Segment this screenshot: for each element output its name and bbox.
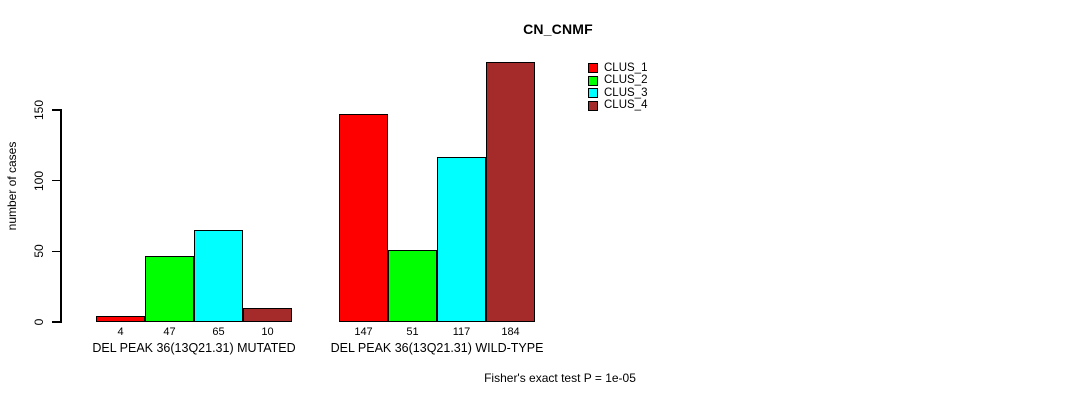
legend-color-swatch [588, 100, 598, 111]
bar-value-label: 147 [354, 326, 373, 338]
bar-clus_1-group2 [339, 114, 388, 322]
legend-item-label: CLUS_2 [604, 74, 648, 87]
bar-value-label: 47 [163, 326, 176, 338]
bar-clus_3-group1 [194, 230, 243, 322]
y-axis-tick [52, 179, 60, 182]
fisher-test-annotation: Fisher's exact test P = 1e-05 [484, 371, 636, 385]
bar-value-label: 65 [212, 326, 225, 338]
bar-clus_4-group2 [486, 62, 535, 322]
bar-value-label: 4 [117, 326, 124, 338]
y-axis-line [60, 109, 62, 323]
y-axis-tick-label: 0 [32, 318, 46, 326]
group-label-1: DEL PEAK 36(13Q21.31) MUTATED [92, 341, 296, 355]
bar-clus_2-group2 [388, 250, 437, 322]
y-axis-tick [52, 109, 60, 111]
legend-item-label: CLUS_1 [604, 61, 648, 74]
bar-clus_4-group1 [243, 308, 292, 322]
bar-clus_1-group1 [96, 316, 145, 322]
bar-value-label: 117 [452, 326, 471, 338]
y-axis-label: number of cases [5, 141, 19, 231]
legend-item-clus_2: CLUS_2 [588, 75, 647, 88]
legend-color-swatch [588, 63, 598, 74]
legend-item-clus_4: CLUS_4 [588, 100, 647, 113]
legend-item-clus_1: CLUS_1 [588, 62, 647, 75]
legend: CLUS_1 CLUS_2 CLUS_3 CLUS_4 [588, 62, 647, 112]
group-label-2: DEL PEAK 36(13Q21.31) WILD-TYPE [330, 341, 544, 355]
legend-item-clus_3: CLUS_3 [588, 87, 647, 100]
y-axis-tick [52, 250, 60, 253]
legend-item-label: CLUS_4 [604, 99, 648, 112]
legend-color-swatch [588, 88, 598, 99]
chart-title: CN_CNMF [523, 21, 593, 37]
legend-color-swatch [588, 75, 598, 86]
y-axis-tick-label: 150 [32, 99, 46, 121]
y-axis-tick [52, 321, 60, 323]
legend-item-label: CLUS_3 [604, 86, 648, 99]
bar-value-label: 51 [406, 326, 419, 338]
y-axis-tick-label: 100 [32, 170, 46, 191]
bar-clus_3-group2 [437, 157, 486, 322]
bar-value-label: 184 [501, 326, 520, 338]
bar-clus_2-group1 [145, 256, 194, 322]
bar-value-label: 10 [261, 326, 274, 338]
y-axis-tick-label: 50 [32, 244, 46, 259]
